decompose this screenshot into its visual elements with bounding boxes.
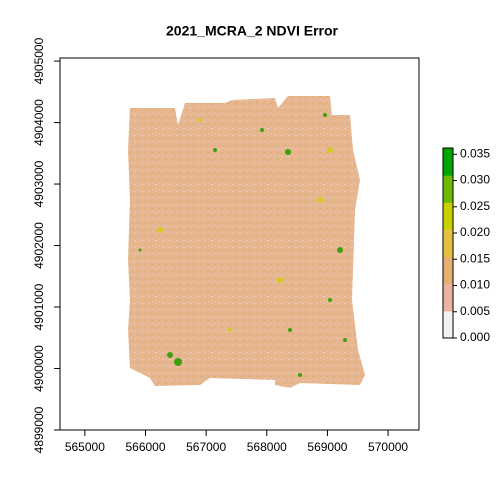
colorbar-tick-label: 0.000	[460, 330, 490, 344]
x-tick-label: 565000	[65, 440, 105, 454]
x-tick-label: 569000	[307, 440, 347, 454]
colorbar-swatch	[443, 202, 453, 230]
y-tick-label: 4901000	[32, 283, 46, 330]
colorbar: 0.000 0.005 0.010 0.015 0.020 0.025 0.030 0.035	[442, 146, 490, 344]
colorbar-tick-label: 0.015	[460, 251, 490, 265]
colorbar-swatch	[443, 148, 453, 176]
colorbar-swatch	[443, 283, 453, 312]
y-tick-label: 4905000	[32, 37, 46, 84]
y-tick-label: 4903000	[32, 160, 46, 207]
raster	[128, 96, 365, 388]
colorbar-tick-label: 0.025	[460, 199, 490, 213]
colorbar-swatch	[443, 256, 453, 285]
colorbar-swatch	[443, 175, 453, 203]
y-tick-label: 4900000	[32, 345, 46, 392]
x-tick-label: 568000	[247, 440, 287, 454]
colorbar-tick-label: 0.035	[460, 146, 490, 160]
colorbar-tick-label: 0.010	[460, 278, 490, 292]
x-tick-label: 566000	[125, 440, 165, 454]
x-tick-label: 567000	[186, 440, 226, 454]
plot-frame	[59, 57, 420, 431]
colorbar-frame	[442, 147, 454, 339]
x-tick-label: 570000	[368, 440, 408, 454]
colorbar-tick-label: 0.005	[460, 304, 490, 318]
raster-mid	[157, 118, 333, 332]
colorbar-tick-label: 0.020	[460, 225, 490, 239]
y-tick-label: 4902000	[32, 222, 46, 269]
chart-title: 2021_MCRA_2 NDVI Error	[166, 23, 339, 39]
colorbar-swatch	[443, 310, 453, 339]
colorbar-tick-label: 0.030	[460, 173, 490, 187]
colorbar-swatch	[443, 229, 453, 258]
y-tick-label: 4899000	[32, 406, 46, 453]
y-tick-label: 4904000	[32, 99, 46, 146]
raster-hotspots	[138, 113, 347, 377]
raster-area	[128, 96, 365, 388]
